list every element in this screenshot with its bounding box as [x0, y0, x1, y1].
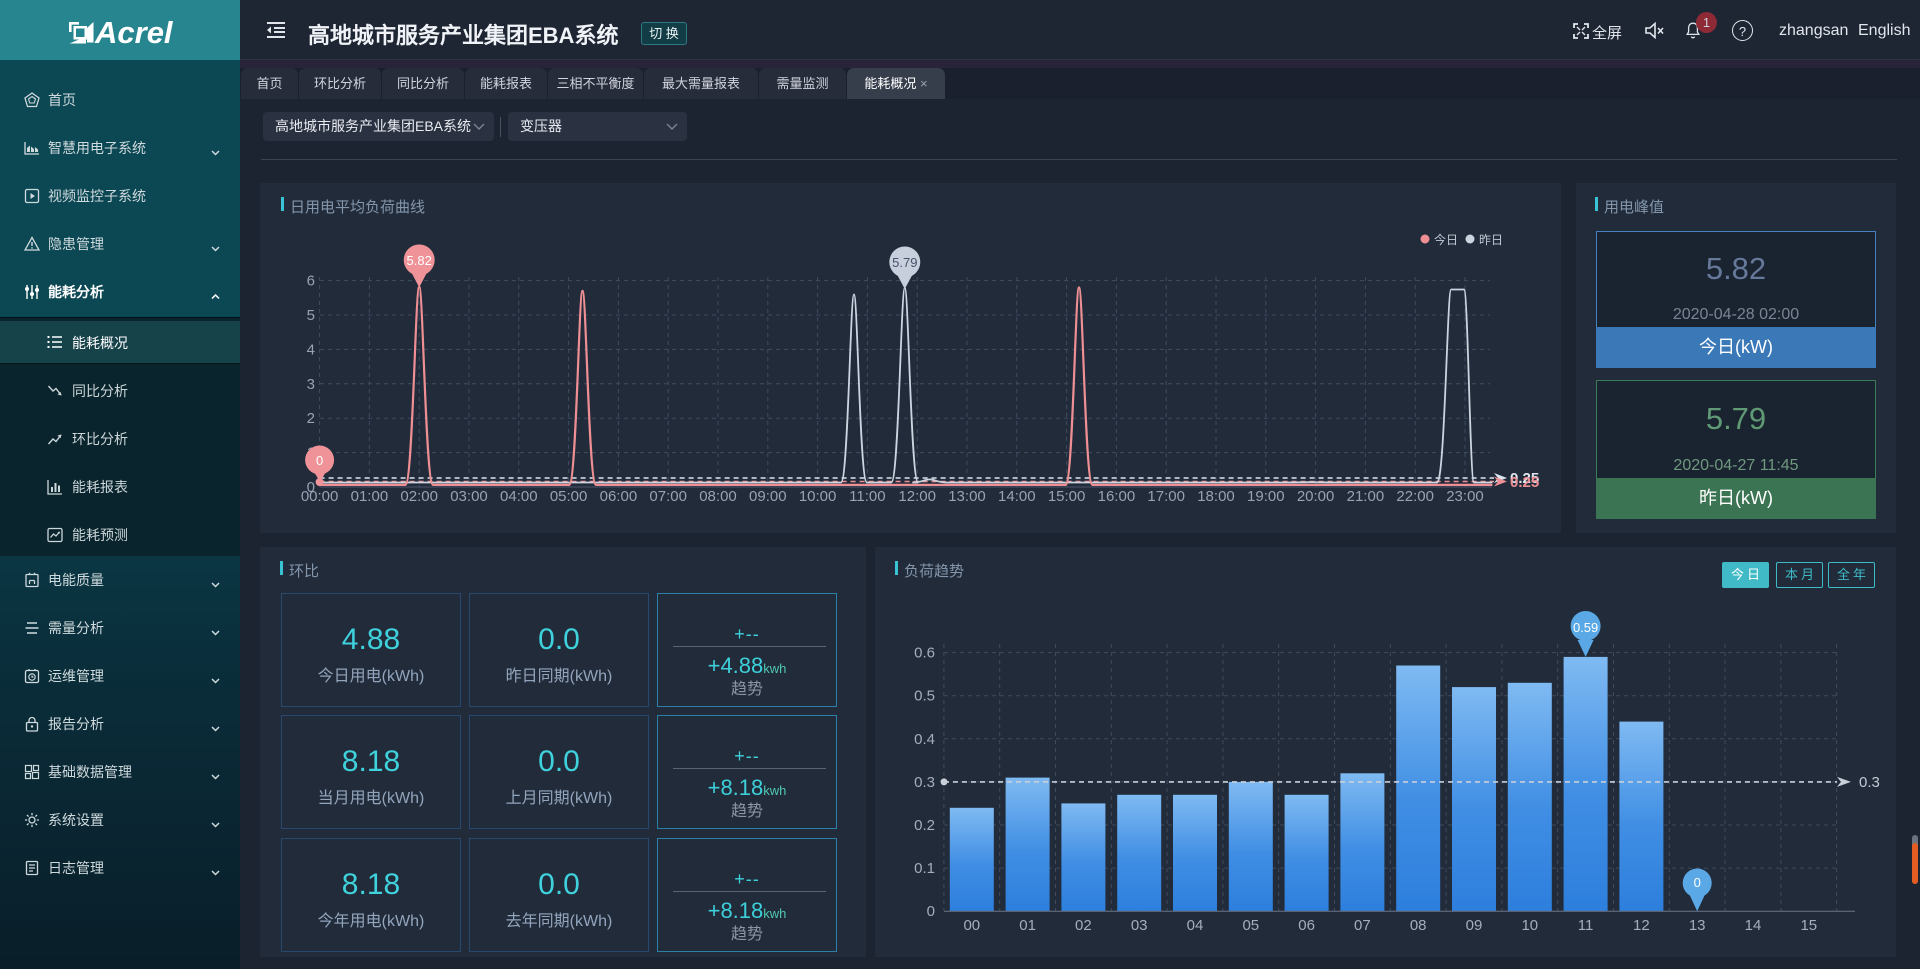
- svg-text:5: 5: [307, 307, 315, 324]
- svg-text:05: 05: [1242, 917, 1259, 934]
- svg-text:12: 12: [1633, 917, 1650, 934]
- svg-text:5.82: 5.82: [407, 253, 432, 268]
- svg-text:09:00: 09:00: [749, 488, 787, 505]
- svg-text:0.6: 0.6: [914, 645, 935, 662]
- svg-text:昨日: 昨日: [1479, 233, 1503, 247]
- svg-text:20:00: 20:00: [1297, 488, 1335, 505]
- svg-text:09: 09: [1466, 917, 1483, 934]
- svg-text:14:00: 14:00: [998, 488, 1036, 505]
- svg-text:5.79: 5.79: [892, 255, 917, 270]
- svg-text:13:00: 13:00: [948, 488, 986, 505]
- svg-text:0: 0: [1694, 875, 1701, 890]
- svg-text:14: 14: [1745, 917, 1762, 934]
- svg-text:05:00: 05:00: [550, 488, 588, 505]
- svg-text:12:00: 12:00: [898, 488, 936, 505]
- svg-text:3: 3: [307, 376, 315, 393]
- svg-text:4: 4: [307, 341, 315, 358]
- svg-text:0.5: 0.5: [914, 688, 935, 705]
- svg-text:0.3: 0.3: [914, 774, 935, 791]
- svg-text:13: 13: [1689, 917, 1706, 934]
- svg-text:16:00: 16:00: [1098, 488, 1136, 505]
- svg-text:0: 0: [307, 479, 315, 496]
- svg-text:21:00: 21:00: [1347, 488, 1385, 505]
- svg-text:0.59: 0.59: [1573, 620, 1598, 635]
- svg-text:0.4: 0.4: [914, 731, 935, 748]
- svg-text:10: 10: [1521, 917, 1538, 934]
- svg-text:02:00: 02:00: [400, 488, 438, 505]
- svg-text:0.2: 0.2: [914, 817, 935, 834]
- svg-text:08: 08: [1410, 917, 1427, 934]
- svg-text:04: 04: [1187, 917, 1204, 934]
- svg-text:01: 01: [1019, 917, 1036, 934]
- svg-text:07: 07: [1354, 917, 1371, 934]
- svg-text:6: 6: [307, 273, 315, 290]
- svg-text:今日: 今日: [1434, 232, 1458, 247]
- svg-text:03:00: 03:00: [450, 488, 488, 505]
- svg-text:17:00: 17:00: [1147, 488, 1185, 505]
- svg-text:00:00: 00:00: [301, 488, 339, 505]
- svg-text:02: 02: [1075, 917, 1092, 934]
- svg-text:08:00: 08:00: [699, 488, 737, 505]
- svg-text:10:00: 10:00: [799, 488, 837, 505]
- svg-text:00: 00: [963, 917, 980, 934]
- svg-text:18:00: 18:00: [1197, 488, 1235, 505]
- svg-text:19:00: 19:00: [1247, 488, 1285, 505]
- svg-text:03: 03: [1131, 917, 1148, 934]
- svg-text:0: 0: [927, 903, 935, 920]
- svg-text:15: 15: [1800, 917, 1817, 934]
- svg-text:2: 2: [307, 410, 315, 427]
- svg-text:0.1: 0.1: [914, 860, 935, 877]
- svg-text:07:00: 07:00: [649, 488, 687, 505]
- svg-text:01:00: 01:00: [351, 488, 389, 505]
- svg-text:Acrel: Acrel: [94, 16, 174, 46]
- svg-text:0: 0: [316, 453, 323, 468]
- svg-text:11: 11: [1578, 917, 1594, 934]
- svg-text:04:00: 04:00: [500, 488, 538, 505]
- svg-text:11:00: 11:00: [849, 488, 885, 505]
- svg-text:0.25: 0.25: [1510, 474, 1539, 491]
- svg-text:22:00: 22:00: [1396, 488, 1434, 505]
- svg-text:06: 06: [1298, 917, 1315, 934]
- svg-text:0.3: 0.3: [1859, 774, 1880, 791]
- svg-text:23:00: 23:00: [1446, 488, 1484, 505]
- svg-text:06:00: 06:00: [600, 488, 638, 505]
- svg-text:15:00: 15:00: [1048, 488, 1086, 505]
- svg-text:0.25: 0.25: [1510, 470, 1539, 487]
